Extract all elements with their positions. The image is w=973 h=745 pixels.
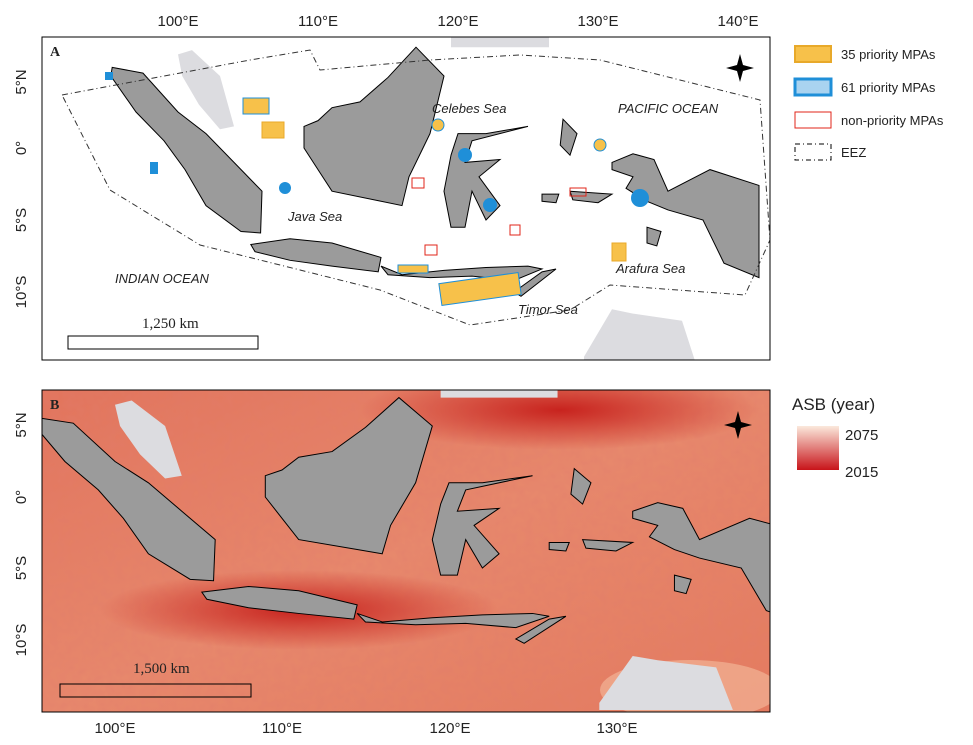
map-raster	[42, 390, 770, 712]
x-tick-label: 110°E	[298, 13, 338, 30]
ocean-label: PACIFIC OCEAN	[618, 101, 719, 116]
y-tick-label: 5°N	[13, 412, 30, 437]
y-tick-label: 5°S	[13, 208, 30, 232]
x-tick-labels: 100°E 110°E 120°E 130°E 140°E	[157, 13, 758, 30]
north-arrow	[724, 411, 752, 439]
panel-label: A	[50, 45, 61, 60]
y-tick-label: 0°	[13, 490, 30, 504]
sea-label: Timor Sea	[518, 302, 578, 317]
y-tick-labels: 5°N 0° 5°S 10°S	[13, 69, 30, 308]
panel-b: B 100°E 110°E 120°E 130°E 5°N 0° 5°S 10°…	[13, 389, 878, 737]
x-tick-label: 140°E	[717, 13, 758, 30]
sea-label: Celebes Sea	[432, 101, 506, 116]
x-tick-label: 130°E	[596, 720, 637, 737]
legend: 35 priority MPAs 61 priority MPAs non-pr…	[793, 45, 944, 161]
legend-label: EEZ	[841, 145, 866, 160]
scale-bar	[59, 683, 252, 698]
x-tick-label: 130°E	[577, 13, 618, 30]
ocean-label: INDIAN OCEAN	[115, 271, 210, 286]
scale-bar	[67, 335, 259, 350]
sea-label: Java Sea	[287, 209, 342, 224]
x-tick-labels: 100°E 110°E 120°E 130°E	[94, 720, 637, 737]
legend-label: non-priority MPAs	[841, 113, 944, 128]
y-tick-label: 10°S	[13, 276, 30, 309]
scale-label: 1,250 km	[142, 316, 199, 332]
y-tick-labels: 5°N 0° 5°S 10°S	[13, 412, 30, 656]
map-border	[41, 389, 771, 713]
legend-label: 61 priority MPAs	[841, 80, 936, 95]
y-tick-label: 5°N	[13, 69, 30, 94]
x-tick-label: 120°E	[437, 13, 478, 30]
mpa-markers	[105, 72, 649, 307]
panel-label: B	[50, 398, 59, 413]
map-land	[61, 37, 770, 360]
y-tick-label: 0°	[13, 141, 30, 155]
x-tick-label: 120°E	[429, 720, 470, 737]
scale-label: 1,500 km	[133, 661, 190, 677]
annotations: Celebes Sea PACIFIC OCEAN Java Sea INDIA…	[115, 101, 719, 317]
legend-label: 35 priority MPAs	[841, 47, 936, 62]
x-tick-label: 100°E	[94, 720, 135, 737]
legend-swatch	[794, 111, 832, 129]
north-arrow	[726, 54, 754, 82]
y-tick-label: 10°S	[13, 624, 30, 657]
legend-min: 2015	[845, 464, 878, 481]
legend-max: 2075	[845, 427, 878, 444]
sea-label: Arafura Sea	[615, 261, 685, 276]
map-border	[41, 36, 771, 361]
legend-title: ASB (year)	[792, 395, 875, 414]
legend-swatch	[794, 143, 832, 161]
legend-swatch	[793, 77, 833, 97]
y-tick-label: 5°S	[13, 556, 30, 580]
panel-a: A 100°E 110°E 120°E 130°E 140°E 5°N 0° 5…	[13, 13, 944, 361]
legend-swatch	[794, 45, 832, 63]
color-ramp	[797, 426, 839, 470]
x-tick-label: 110°E	[262, 720, 302, 737]
x-tick-label: 100°E	[157, 13, 198, 30]
